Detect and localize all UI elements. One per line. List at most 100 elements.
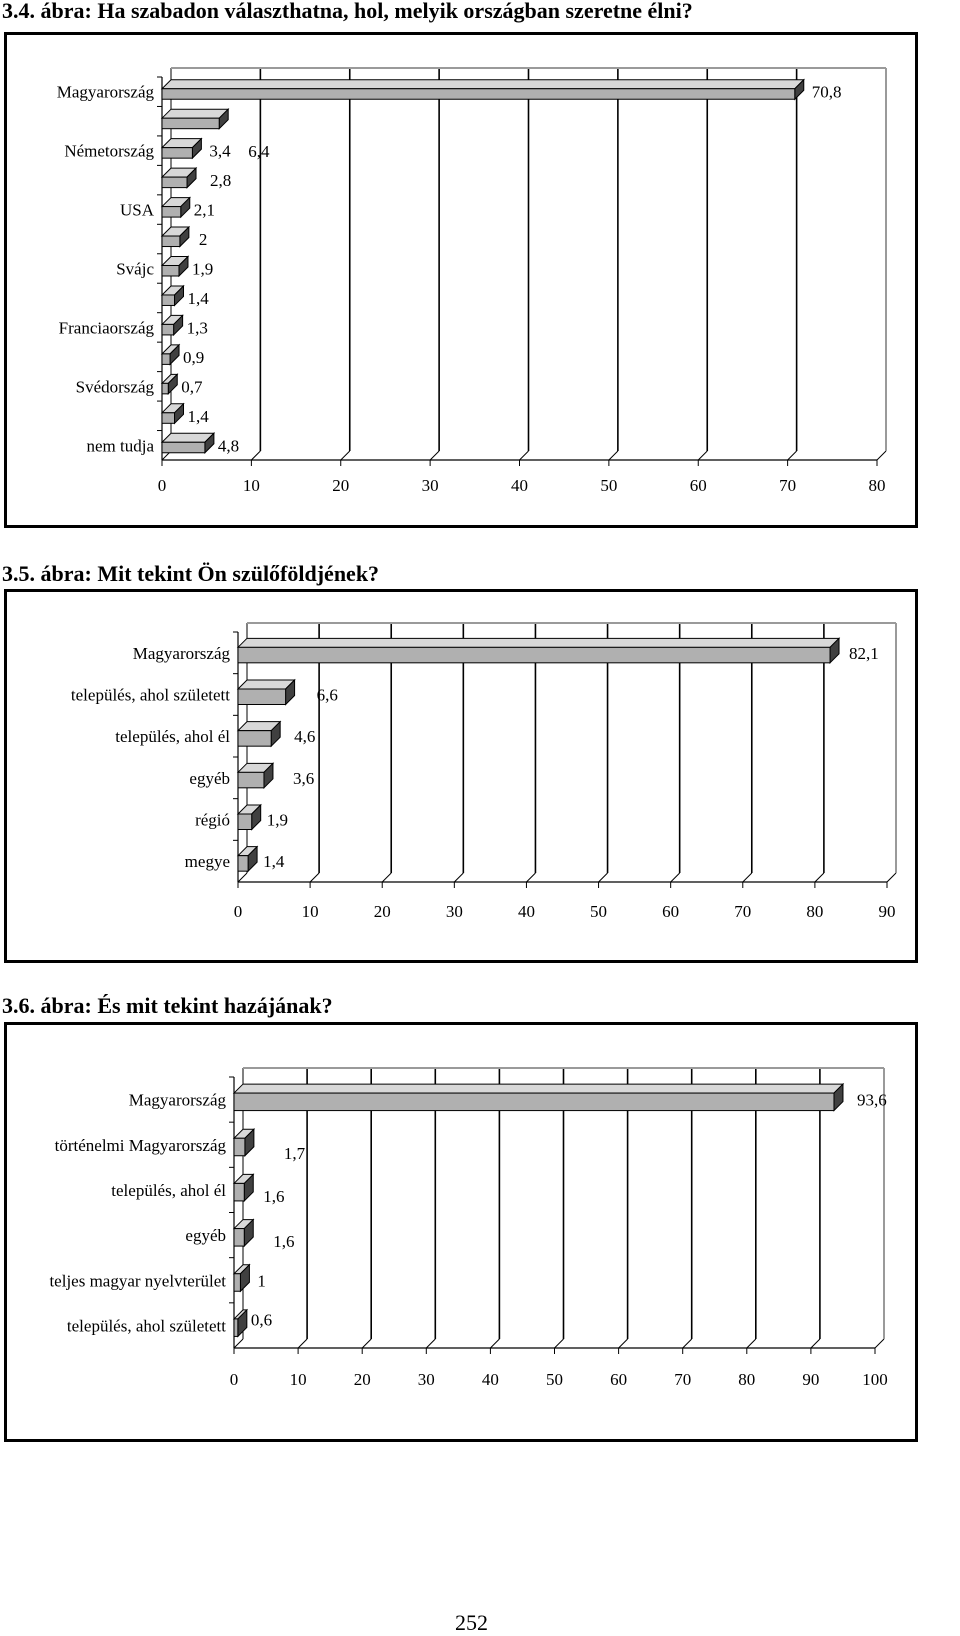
value-label: 1,6 xyxy=(273,1232,294,1251)
bar xyxy=(161,353,171,365)
floor-line xyxy=(425,1338,436,1349)
bar xyxy=(161,235,181,248)
bar xyxy=(237,646,831,664)
bar xyxy=(237,813,253,830)
floor-line xyxy=(554,1338,564,1349)
floor-line xyxy=(787,450,797,461)
floor-line xyxy=(598,872,608,883)
bar xyxy=(161,117,220,130)
bar xyxy=(161,412,176,424)
value-label: 6,6 xyxy=(317,686,338,705)
chart-2-title: 3.5. ábra: Mit tekint Ön szülőföldjének? xyxy=(2,561,380,586)
bar xyxy=(237,855,249,872)
bar xyxy=(161,382,169,395)
plot-background xyxy=(162,68,886,460)
floor-line xyxy=(618,1338,628,1349)
floor-line xyxy=(526,872,536,883)
bar-top xyxy=(232,1083,845,1094)
x-tick-label: 30 xyxy=(418,1370,435,1389)
floor-line xyxy=(309,872,320,883)
floor-line xyxy=(340,450,351,461)
bar xyxy=(161,323,175,336)
floor-line xyxy=(876,450,887,461)
category-label: történelmi Magyarország xyxy=(55,1136,227,1155)
x-tick-label: 20 xyxy=(332,476,349,495)
category-label: Magyarország xyxy=(57,83,155,102)
bar xyxy=(233,1273,241,1292)
category-label: Svédország xyxy=(76,377,155,396)
category-label: Magyarország xyxy=(129,1091,227,1110)
floor-line xyxy=(874,1338,885,1349)
floor-line xyxy=(670,872,681,883)
bar xyxy=(237,688,287,705)
x-tick-label: 90 xyxy=(879,902,896,921)
value-label: 1,3 xyxy=(187,318,208,337)
bar xyxy=(161,147,193,159)
chart-2-plot: 0 10 20 30 40 50 60 70 80 90 Magyarország 82,1 telep… xyxy=(71,622,897,921)
category-label: nem tudja xyxy=(86,436,154,455)
x-tick-label: 10 xyxy=(302,902,319,921)
bar xyxy=(233,1182,245,1202)
x-tick-label: 100 xyxy=(862,1370,888,1389)
value-label: 4,8 xyxy=(218,436,239,455)
chart-3-plot: 0 10 20 30 40 50 60 70 80 90 100 Magyarország 93,6 tö… xyxy=(49,1067,888,1389)
category-label: egyéb xyxy=(185,1226,226,1245)
category-label: Magyarország xyxy=(133,644,231,663)
x-tick-label: 60 xyxy=(662,902,679,921)
x-tick-label: 80 xyxy=(806,902,823,921)
floor-line xyxy=(429,450,440,461)
x-tick-label: 90 xyxy=(802,1370,819,1389)
x-tick-label: 40 xyxy=(518,902,535,921)
floor-line xyxy=(519,450,529,461)
x-tick-label: 10 xyxy=(290,1370,307,1389)
x-tick-label: 20 xyxy=(354,1370,371,1389)
category-label: régió xyxy=(195,811,230,830)
floor-line xyxy=(608,450,619,461)
floor-line xyxy=(814,872,825,883)
floor-line xyxy=(233,1338,244,1349)
value-label: 3,4 xyxy=(209,142,231,161)
value-label: 1,4 xyxy=(263,852,285,871)
floor-line xyxy=(297,1338,308,1349)
floor-line xyxy=(742,872,753,883)
bar xyxy=(233,1228,245,1247)
floor-line xyxy=(453,872,464,883)
bar xyxy=(233,1137,246,1157)
floor-line xyxy=(251,450,261,461)
category-label: Franciaország xyxy=(59,318,155,337)
value-label: 1,7 xyxy=(284,1144,306,1163)
bar xyxy=(237,730,272,747)
floor-line xyxy=(697,450,708,461)
bar xyxy=(237,771,265,789)
category-label: település, ahol született xyxy=(71,686,230,705)
category-label: teljes magyar nyelvterület xyxy=(49,1271,226,1290)
x-tick-label: 70 xyxy=(734,902,751,921)
category-label: település, ahol él xyxy=(115,727,230,746)
page-number: 252 xyxy=(455,1610,488,1635)
x-tick-label: 40 xyxy=(482,1370,499,1389)
value-label: 3,6 xyxy=(293,769,314,788)
value-label: 1 xyxy=(257,1271,266,1290)
x-tick-label: 0 xyxy=(230,1370,239,1389)
chart-1-plot: 0 10 20 30 40 50 60 70 80 Magyarország 70,8 6,4 Néme… xyxy=(57,67,887,495)
value-label: 2,1 xyxy=(194,201,215,220)
chart-3-title: 3.6. ábra: És mit tekint hazájának? xyxy=(2,993,333,1018)
bar-top xyxy=(160,79,805,90)
value-label: 1,4 xyxy=(188,289,210,308)
value-label: 2 xyxy=(199,230,208,249)
x-tick-label: 80 xyxy=(869,476,886,495)
value-label: 93,6 xyxy=(857,1091,887,1110)
x-tick-label: 70 xyxy=(674,1370,691,1389)
value-label: 1,9 xyxy=(267,811,288,830)
floor-line xyxy=(237,872,248,883)
x-tick-label: 10 xyxy=(243,476,260,495)
floor-line xyxy=(886,872,897,883)
floor-line xyxy=(361,1338,372,1349)
x-tick-label: 60 xyxy=(690,476,707,495)
bar xyxy=(161,294,176,306)
x-tick-label: 80 xyxy=(738,1370,755,1389)
value-label: 0,6 xyxy=(251,1310,272,1329)
chart-2-frame: 0 10 20 30 40 50 60 70 80 90 Magyarország 82,1 telep… xyxy=(4,589,918,963)
x-tick-label: 30 xyxy=(422,476,439,495)
value-label: 0,9 xyxy=(183,348,204,367)
